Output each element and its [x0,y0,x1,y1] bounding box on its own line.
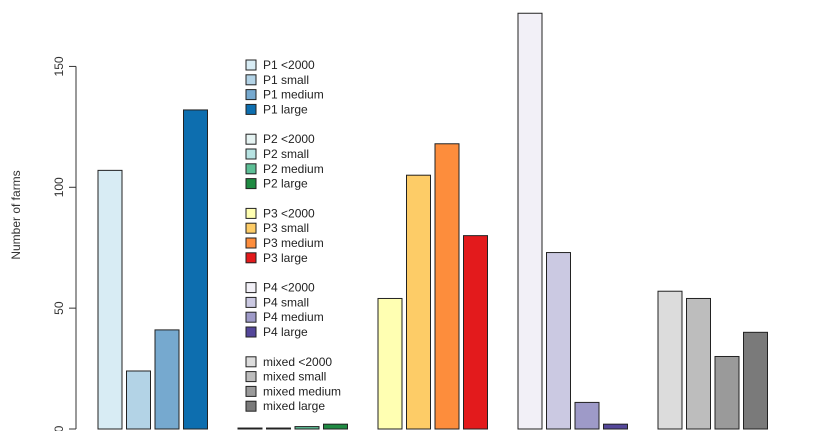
legend-swatch [245,222,257,234]
legend-swatch [245,385,257,397]
bar-p4-2000 [517,12,543,430]
legend-swatch [245,207,257,219]
legend-swatch [245,326,257,338]
bar-p2-medium [294,426,320,430]
legend-label: P4 large [263,325,308,339]
legend-label: P2 large [263,177,308,191]
legend-swatch [245,252,257,264]
legend-label: P3 medium [263,236,324,250]
legend-label: P2 <2000 [263,132,315,146]
y-axis: 0 50 100 150 [52,56,77,431]
y-tick-label: 100 [52,177,66,197]
bar-p4-small [546,252,571,430]
y-tick-label: 150 [52,56,66,76]
legend-label: P1 medium [263,88,324,102]
legend-label: P4 small [263,295,309,309]
bar-p2-2000 [237,427,263,430]
legend-swatch [245,59,257,71]
bar-p1-large [183,109,208,430]
legend-swatch [245,282,257,294]
bar-p4-large [603,423,628,430]
legend-swatch [245,133,257,145]
legend-label: P2 small [263,147,309,161]
legend-swatch [245,356,257,368]
legend-label: P1 small [263,73,309,87]
bars [97,12,768,430]
legend-label: mixed medium [263,384,341,398]
bar-mixed-small [686,297,711,430]
legend-swatch [245,148,257,160]
legend-swatch [245,103,257,115]
legend-swatch [245,163,257,175]
bar-p2-small [266,427,291,430]
legend-label: mixed large [263,399,325,413]
legend-label: P4 <2000 [263,281,315,295]
legend-label: mixed <2000 [263,355,332,369]
legend-label: P3 small [263,221,309,235]
legend-swatch [245,371,257,383]
legend-label: P3 <2000 [263,206,315,220]
legend-label: P1 <2000 [263,58,315,72]
legend-swatch [245,74,257,86]
bar-p1-small [126,370,151,430]
bar-p3-2000 [377,297,403,430]
legend-swatch [245,311,257,323]
y-axis-title: Number of farms [9,170,23,259]
bar-mixed-medium [714,355,740,430]
bar-p1-medium [154,329,180,430]
y-tick-label: 50 [52,301,66,315]
legend-swatch [245,89,257,101]
legend-label: P2 medium [263,162,324,176]
bar-mixed-2000 [657,290,683,430]
legend-label: P1 large [263,102,308,116]
bar-p3-large [463,235,488,430]
bar-p4-medium [574,401,600,430]
legend-label: mixed small [263,370,326,384]
y-tick-label: 0 [52,425,66,431]
legend-swatch [245,296,257,308]
bar-mixed-large [743,331,768,430]
legend-swatch [245,237,257,249]
legend-label: P4 medium [263,310,324,324]
bar-p3-small [406,174,431,430]
bar-p3-medium [434,143,460,430]
legend-swatch [245,178,257,190]
legend-swatch [245,400,257,412]
bar-p1-2000 [97,169,123,430]
legend-label: P3 large [263,251,308,265]
bar-p2-large [323,423,348,430]
